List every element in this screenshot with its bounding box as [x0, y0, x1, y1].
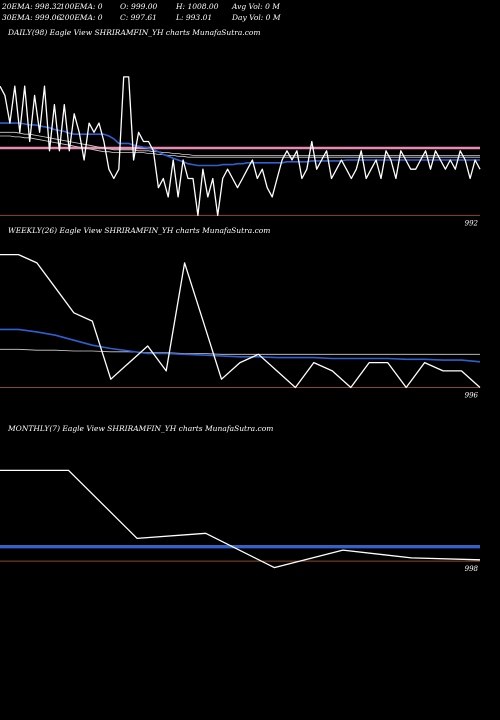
weekly-ema-fast-line [0, 328, 481, 363]
low-stat: L: 993.01 [176, 13, 213, 22]
ema30-stat: 30EMA: 999.06 [2, 13, 62, 22]
dayvol-stat: Day Vol: 0 M [232, 13, 281, 22]
open-stat: O: 999.00 [120, 2, 158, 11]
monthly-level-label: 998 [465, 565, 479, 573]
ema20-stat: 20EMA: 998.32 [2, 2, 62, 11]
close-stat: C: 997.61 [120, 13, 157, 22]
daily-ema-slow-line [0, 131, 480, 156]
weekly-level-label: 996 [465, 392, 479, 400]
daily-level-label: 992 [465, 219, 479, 227]
weekly-title: WEEKLY(26) Eagle View SHRIRAMFIN_YH char… [8, 226, 271, 235]
daily-title: DAILY(98) Eagle View SHRIRAMFIN_YH chart… [8, 28, 261, 37]
daily-ema-slow-line-1 [0, 135, 480, 158]
ema100-stat: 100EMA: 0 [60, 2, 103, 11]
avgvol-stat: Avg Vol: 0 M [232, 2, 280, 11]
monthly-title: MONTHLY(7) Eagle View SHRIRAMFIN_YH char… [8, 424, 274, 433]
weekly-ema-slow-line [0, 348, 480, 355]
weekly-price-line [0, 253, 481, 389]
daily-price-line [0, 76, 481, 217]
ema200-stat: 200EMA: 0 [60, 13, 103, 22]
high-stat: H: 1008.00 [176, 2, 219, 11]
monthly-price-line [0, 469, 481, 569]
